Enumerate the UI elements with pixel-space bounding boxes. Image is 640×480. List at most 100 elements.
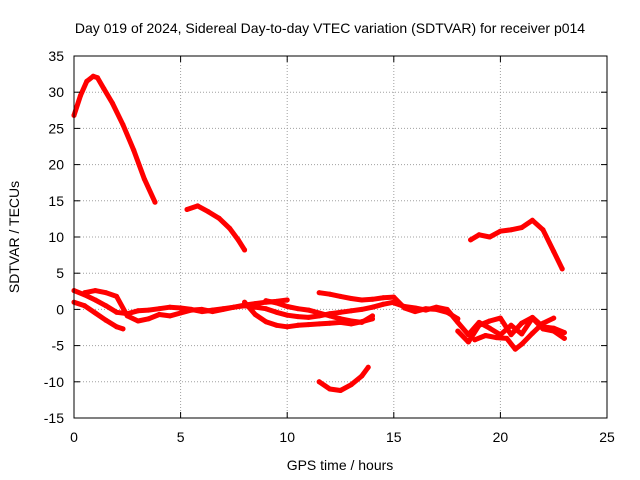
data-point — [284, 297, 290, 303]
series-track-6 — [71, 299, 126, 332]
series-track-1 — [71, 73, 158, 205]
data-point — [348, 308, 354, 314]
y-tick-label: -5 — [52, 338, 65, 354]
data-point — [242, 299, 248, 305]
data-point — [551, 315, 557, 321]
data-point — [220, 306, 226, 312]
data-point — [84, 78, 90, 84]
data-point — [487, 325, 493, 331]
data-point — [103, 290, 109, 296]
x-tick-label: 25 — [599, 429, 615, 445]
data-point — [561, 330, 567, 336]
data-point — [178, 310, 184, 316]
data-point — [231, 304, 237, 310]
data-point — [263, 298, 269, 304]
data-point — [508, 227, 514, 233]
data-point — [92, 297, 98, 303]
y-tick-label: -10 — [44, 374, 64, 390]
data-point — [540, 227, 546, 233]
data-point — [338, 316, 343, 322]
data-point — [402, 304, 407, 309]
data-point — [135, 318, 141, 324]
data-point — [82, 290, 88, 296]
data-point — [497, 315, 503, 321]
data-point — [95, 75, 100, 81]
data-point — [114, 293, 120, 299]
data-point — [263, 306, 269, 312]
data-point — [101, 86, 107, 92]
data-point — [559, 266, 565, 272]
data-point — [391, 294, 397, 300]
data-point — [216, 215, 222, 221]
data-point — [263, 319, 269, 325]
y-tick-label: 30 — [48, 84, 64, 100]
data-point — [306, 307, 311, 313]
series-track-2 — [184, 203, 248, 253]
data-point — [512, 346, 518, 352]
series-track-3 — [468, 217, 565, 272]
y-tick-label: -15 — [44, 410, 64, 426]
data-point — [295, 314, 301, 320]
y-tick-label: 20 — [48, 157, 64, 173]
chart-title: Day 019 of 2024, Sidereal Day-to-day VTE… — [75, 20, 585, 36]
data-point — [497, 228, 503, 234]
data-point — [120, 122, 126, 128]
data-point — [82, 303, 88, 309]
data-point — [205, 209, 211, 215]
data-point — [365, 364, 371, 370]
y-tick-label: 0 — [56, 301, 64, 317]
x-axis: 0 5 10 15 20 25 — [70, 56, 615, 445]
data-point — [188, 307, 194, 313]
data-point — [551, 325, 557, 331]
data-point — [433, 304, 439, 310]
data-point — [274, 300, 279, 306]
data-point — [455, 328, 461, 334]
x-tick-label: 0 — [70, 429, 78, 445]
data-point — [114, 309, 120, 315]
data-point — [252, 312, 258, 317]
data-point — [284, 324, 290, 330]
data-point — [327, 386, 333, 392]
data-point — [519, 331, 525, 337]
data-point — [444, 306, 450, 312]
data-point — [316, 310, 322, 316]
x-tick-label: 10 — [279, 429, 295, 445]
data-point — [316, 290, 322, 296]
x-tick-label: 15 — [386, 429, 402, 445]
data-point — [242, 247, 248, 253]
data-point — [284, 304, 290, 309]
data-point — [483, 333, 488, 338]
data-point — [141, 176, 147, 182]
data-point — [359, 297, 365, 303]
data-point — [195, 203, 201, 209]
data-point — [508, 332, 514, 338]
data-point — [348, 382, 354, 388]
y-tick-label: 35 — [48, 48, 64, 64]
data-point — [92, 310, 98, 316]
data-point — [135, 308, 141, 314]
data-point — [274, 309, 279, 315]
data-point — [529, 330, 535, 336]
data-point — [120, 326, 126, 332]
data-point — [199, 306, 205, 312]
y-tick-label: 25 — [48, 120, 64, 136]
data-point — [468, 237, 474, 243]
x-tick-label: 20 — [493, 429, 509, 445]
data-point — [476, 232, 482, 238]
data-point — [487, 234, 493, 240]
x-tick-label: 5 — [177, 429, 185, 445]
x-axis-label: GPS time / hours — [287, 457, 394, 473]
data-point — [152, 199, 158, 205]
data-point — [284, 312, 290, 318]
data-point — [295, 322, 301, 328]
data-point — [90, 73, 96, 79]
data-point — [306, 314, 311, 320]
data-point — [508, 322, 514, 328]
data-point — [178, 305, 184, 311]
data-point — [124, 313, 130, 319]
series-line — [468, 217, 565, 272]
data-point — [156, 306, 162, 312]
data-point — [184, 207, 190, 212]
data-point — [210, 309, 216, 315]
